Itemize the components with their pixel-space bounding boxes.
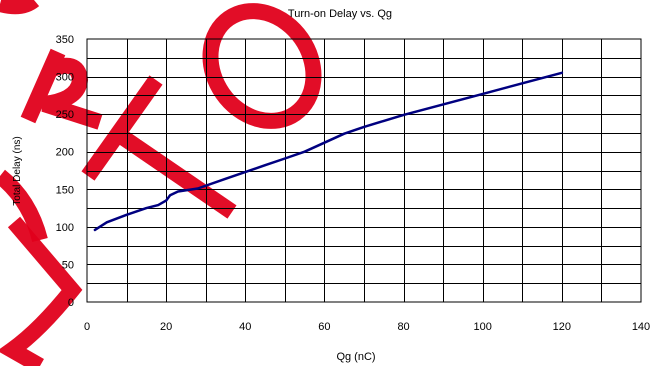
watermark xyxy=(0,0,322,371)
watermark-letter-a xyxy=(0,0,40,15)
y-tick-label: 200 xyxy=(56,147,74,159)
y-tick-label: 0 xyxy=(68,297,74,309)
y-tick-label: 350 xyxy=(56,34,74,46)
x-tick-label: 120 xyxy=(553,321,571,333)
watermark-stroke xyxy=(0,169,48,243)
y-tick-label: 300 xyxy=(56,72,74,84)
y-axis-ticks: 0 50 100 150 200 250 300 350 xyxy=(56,34,74,309)
x-tick-label: 80 xyxy=(397,321,409,333)
y-tick-label: 250 xyxy=(56,109,74,121)
watermark-letter-r xyxy=(20,48,103,130)
x-tick-label: 40 xyxy=(239,321,251,333)
chart-title: Turn-on Delay vs. Qg xyxy=(288,8,392,20)
watermark-letter-s xyxy=(0,216,83,371)
y-tick-label: 50 xyxy=(62,259,74,271)
y-tick-label: 150 xyxy=(56,184,74,196)
x-tick-label: 100 xyxy=(474,321,492,333)
y-tick-label: 100 xyxy=(56,222,74,234)
series-line-0 xyxy=(93,71,564,232)
x-tick-label: 140 xyxy=(632,321,650,333)
watermark-letter-o xyxy=(202,3,322,129)
x-axis-ticks: 0 20 40 60 80 100 120 140 xyxy=(84,321,650,333)
watermark-letter-t xyxy=(81,75,237,219)
chart-grid xyxy=(86,38,642,303)
x-axis-label: Qg (nC) xyxy=(336,351,375,363)
x-tick-label: 20 xyxy=(160,321,172,333)
x-tick-label: 60 xyxy=(318,321,330,333)
series-layer xyxy=(93,71,564,232)
x-tick-label: 0 xyxy=(84,321,90,333)
y-axis-label: Total Delay (ns) xyxy=(12,136,23,205)
